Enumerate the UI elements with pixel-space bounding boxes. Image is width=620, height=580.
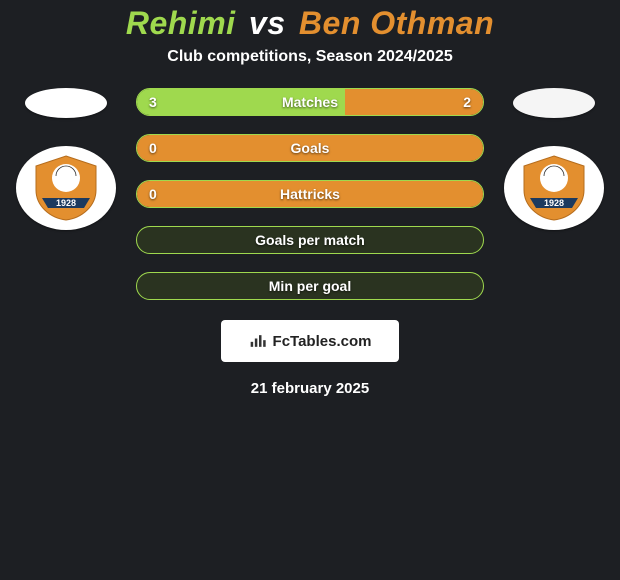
stat-value-left: 3	[149, 94, 157, 110]
club-badge-right: 1928	[504, 146, 604, 230]
watermark-text: FcTables.com	[273, 333, 372, 350]
stat-value-left: 0	[149, 140, 157, 156]
vs-label: vs	[249, 5, 286, 41]
stat-row-hattricks: 0 Hattricks	[136, 180, 484, 208]
stat-label: Matches	[282, 94, 338, 110]
shield-icon: 1928	[30, 154, 102, 222]
right-column: 1928	[504, 88, 604, 230]
stat-row-matches: 3 Matches 2	[136, 88, 484, 116]
stats-area: 1928 3 Matches 2 0 Goals	[0, 88, 620, 300]
stat-row-goals-per-match: Goals per match	[136, 226, 484, 254]
watermark: FcTables.com	[221, 320, 399, 362]
stat-label: Hattricks	[280, 186, 340, 202]
stat-row-goals: 0 Goals	[136, 134, 484, 162]
bars-chart-icon	[249, 333, 269, 349]
shield-icon: 1928	[518, 154, 590, 222]
badge-year-text: 1928	[544, 198, 564, 208]
date-label: 21 february 2025	[251, 380, 369, 397]
club-badge-left: 1928	[16, 146, 116, 230]
stat-label: Goals per match	[255, 232, 365, 248]
stat-value-left: 0	[149, 186, 157, 202]
stat-value-right: 2	[463, 94, 471, 110]
player2-name: Ben Othman	[299, 5, 494, 41]
stat-bars: 3 Matches 2 0 Goals 0 Hattricks	[136, 88, 484, 300]
infographic-root: Rehimi vs Ben Othman Club competitions, …	[0, 0, 620, 580]
flag-left-icon	[25, 88, 107, 118]
player1-name: Rehimi	[126, 5, 236, 41]
left-column: 1928	[16, 88, 116, 230]
stat-label: Min per goal	[269, 278, 351, 294]
subtitle: Club competitions, Season 2024/2025	[167, 48, 452, 66]
stat-row-min-per-goal: Min per goal	[136, 272, 484, 300]
flag-right-icon	[513, 88, 595, 118]
badge-year-text: 1928	[56, 198, 76, 208]
stat-label: Goals	[291, 140, 330, 156]
comparison-title: Rehimi vs Ben Othman	[126, 5, 494, 42]
